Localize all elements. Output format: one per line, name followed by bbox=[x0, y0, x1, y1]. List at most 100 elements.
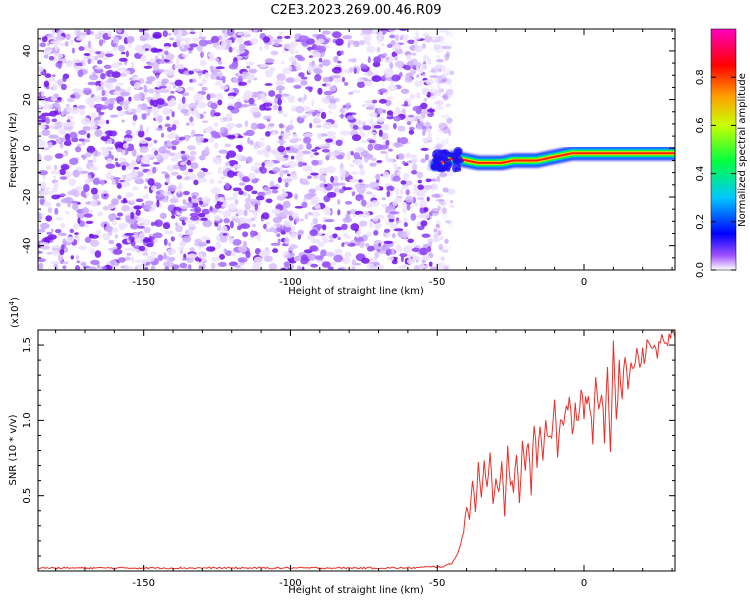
noise-dot bbox=[265, 221, 271, 225]
noise-dot bbox=[387, 29, 394, 32]
noise-dot bbox=[433, 43, 438, 46]
noise-dot bbox=[444, 77, 452, 85]
noise-dot bbox=[414, 80, 420, 87]
noise-dot bbox=[130, 222, 139, 230]
noise-dot bbox=[272, 104, 278, 111]
noise-dot bbox=[77, 69, 84, 78]
noise-dot bbox=[353, 152, 361, 160]
noise-dot bbox=[428, 211, 433, 217]
noise-dot bbox=[136, 107, 142, 114]
noise-dot bbox=[288, 65, 293, 71]
noise-dot bbox=[357, 196, 364, 200]
noise-dot bbox=[406, 121, 412, 126]
noise-dot bbox=[89, 74, 99, 81]
noise-dot bbox=[206, 246, 216, 252]
noise-dot bbox=[215, 66, 225, 70]
noise-dot bbox=[128, 235, 132, 241]
noise-dot bbox=[127, 217, 136, 225]
noise-dot bbox=[272, 149, 278, 155]
noise-dot bbox=[234, 199, 239, 205]
noise-dot bbox=[449, 70, 455, 76]
noise-dot bbox=[175, 222, 179, 226]
noise-dot bbox=[75, 265, 80, 270]
noise-dot bbox=[431, 67, 438, 75]
noise-dot bbox=[198, 212, 206, 218]
noise-dot bbox=[315, 124, 322, 128]
noise-dot bbox=[336, 154, 344, 160]
noise-dot bbox=[209, 93, 216, 99]
noise-dot bbox=[422, 54, 429, 62]
noise-dot bbox=[155, 153, 163, 160]
noise-dot bbox=[40, 50, 48, 54]
x-tick-label: -100 bbox=[279, 578, 302, 589]
noise-dot bbox=[353, 40, 360, 47]
colorbar-label: Normalized spectral amplitude bbox=[737, 73, 748, 227]
figure-title: C2E3.2023.269.00.46.R09 bbox=[270, 3, 441, 18]
noise-dot bbox=[388, 218, 395, 223]
noise-dot bbox=[222, 233, 227, 236]
noise-dot bbox=[417, 197, 425, 200]
noise-dot bbox=[367, 143, 374, 151]
noise-dot bbox=[157, 254, 164, 261]
noise-dot bbox=[220, 176, 226, 180]
noise-dot bbox=[221, 225, 228, 234]
y-tick-label: 1.5 bbox=[22, 337, 33, 353]
noise-dot bbox=[69, 107, 80, 115]
noise-dot bbox=[325, 166, 336, 174]
noise-dot bbox=[402, 207, 408, 214]
noise-dot bbox=[134, 237, 145, 244]
noise-dot bbox=[337, 199, 341, 205]
noise-dot bbox=[43, 103, 53, 110]
noise-dot bbox=[172, 29, 179, 35]
noise-dot bbox=[282, 178, 293, 183]
noise-dot bbox=[131, 248, 137, 252]
noise-dot bbox=[268, 123, 275, 127]
noise-dot bbox=[408, 154, 418, 158]
noise-dot bbox=[309, 152, 315, 158]
noise-dot bbox=[117, 195, 122, 200]
noise-dot bbox=[441, 249, 449, 253]
noise-dot bbox=[388, 148, 393, 152]
noise-dot bbox=[318, 64, 324, 68]
noise-dot bbox=[38, 228, 46, 233]
noise-dot bbox=[217, 166, 223, 175]
noise-dot bbox=[401, 232, 408, 240]
noise-dot bbox=[240, 142, 244, 146]
noise-dot bbox=[304, 213, 309, 220]
noise-dot bbox=[408, 126, 415, 131]
noise-dot bbox=[286, 95, 296, 101]
noise-dot bbox=[47, 42, 51, 46]
noise-dot bbox=[356, 81, 366, 88]
noise-dot bbox=[229, 220, 234, 229]
noise-dot bbox=[358, 179, 363, 183]
noise-dot bbox=[437, 68, 442, 72]
signal-blob bbox=[438, 164, 449, 172]
noise-dot bbox=[69, 94, 76, 99]
noise-dot bbox=[81, 141, 86, 146]
noise-dot bbox=[65, 104, 72, 113]
noise-dot bbox=[382, 53, 388, 57]
noise-dot bbox=[179, 262, 188, 269]
noise-dot bbox=[436, 175, 441, 183]
noise-dot bbox=[184, 267, 190, 270]
noise-dot bbox=[318, 57, 323, 63]
noise-dot bbox=[310, 201, 316, 205]
noise-dot bbox=[152, 31, 162, 39]
noise-dot bbox=[106, 158, 113, 166]
noise-dot bbox=[305, 38, 315, 45]
noise-dot bbox=[402, 34, 409, 42]
noise-dot bbox=[307, 65, 313, 74]
noise-dot bbox=[385, 139, 390, 147]
noise-dot bbox=[300, 257, 309, 265]
noise-dot bbox=[166, 116, 170, 121]
noise-dot bbox=[421, 233, 431, 238]
noise-dot bbox=[329, 261, 337, 266]
noise-dot bbox=[396, 171, 401, 176]
noise-dot bbox=[324, 219, 335, 223]
noise-dot bbox=[318, 45, 327, 53]
noise-dot bbox=[76, 260, 80, 264]
noise-dot bbox=[321, 148, 330, 153]
noise-dot bbox=[201, 120, 209, 124]
noise-dot bbox=[424, 88, 428, 96]
noise-dot bbox=[280, 192, 288, 198]
